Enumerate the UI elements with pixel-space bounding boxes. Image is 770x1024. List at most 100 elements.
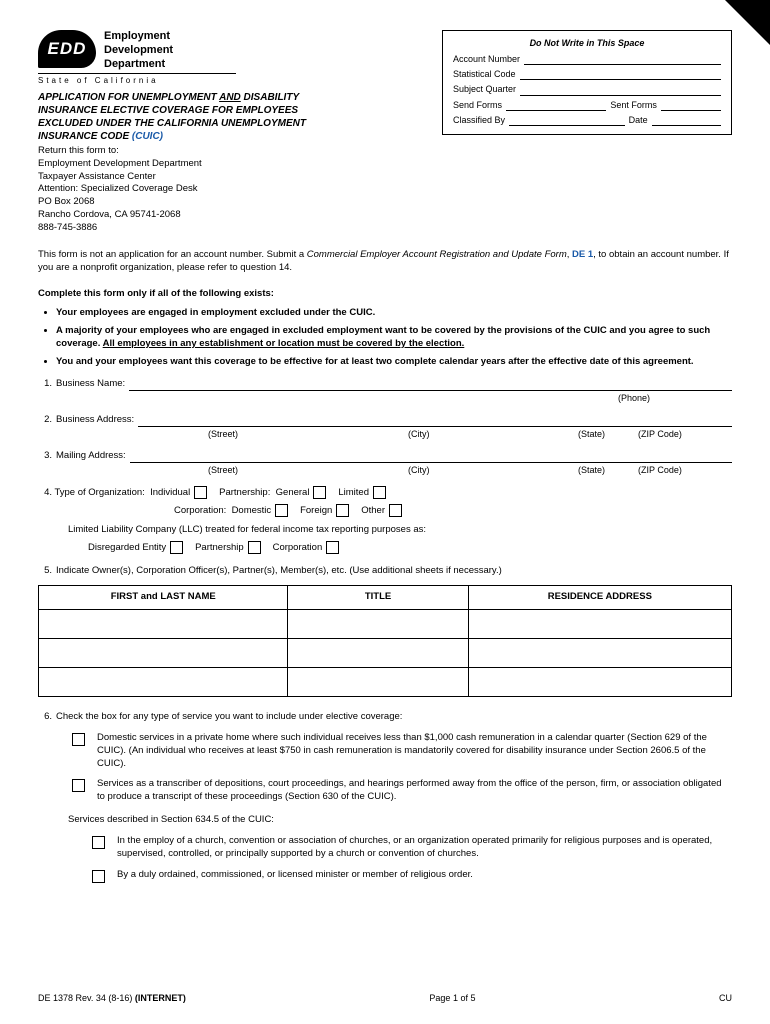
street-label2: (Street) xyxy=(208,464,408,476)
th-name: FIRST and LAST NAME xyxy=(39,586,288,610)
section-634-text: Services described in Section 634.5 of t… xyxy=(38,814,732,827)
q1-num: 1. xyxy=(38,378,52,391)
domestic-services-checkbox[interactable] xyxy=(72,733,85,746)
q4-label: Type of Organization: xyxy=(54,487,144,498)
zip-label2: (ZIP Code) xyxy=(638,464,682,476)
individual-checkbox[interactable] xyxy=(194,486,207,499)
form-title: APPLICATION FOR UNEMPLOYMENT AND DISABIL… xyxy=(38,91,338,143)
state-line: State of California xyxy=(38,73,236,87)
logo-line2: Development xyxy=(104,44,173,58)
admin-quarter-label: Subject Quarter xyxy=(453,83,516,95)
partnership-label: Partnership: xyxy=(219,487,270,498)
q2-label: Business Address: xyxy=(56,414,134,427)
state-label2: (State) xyxy=(578,464,638,476)
corporation-label: Corporation: xyxy=(174,505,226,516)
llc-text: Limited Liability Company (LLC) treated … xyxy=(38,524,732,537)
corner-fold xyxy=(725,0,770,45)
bullet-1: Your employees are engaged in employment… xyxy=(56,307,732,320)
mailing-address-input[interactable] xyxy=(130,451,732,463)
intro-para: This form is not an application for an a… xyxy=(38,249,732,275)
q2-num: 2. xyxy=(38,414,52,427)
other-checkbox[interactable] xyxy=(389,504,402,517)
q5-label: Indicate Owner(s), Corporation Officer(s… xyxy=(56,565,502,578)
admin-send2-field[interactable] xyxy=(661,100,721,111)
q3-label: Mailing Address: xyxy=(56,450,126,463)
admin-stat-field[interactable] xyxy=(520,69,721,80)
disregarded-checkbox[interactable] xyxy=(170,541,183,554)
th-address: RESIDENCE ADDRESS xyxy=(468,586,731,610)
partnership2-label: Partnership xyxy=(195,542,244,553)
zip-label: (ZIP Code) xyxy=(638,428,682,440)
q5-num: 5. xyxy=(38,565,52,578)
q3-num: 3. xyxy=(38,450,52,463)
name-cell[interactable] xyxy=(39,610,288,639)
foreign-checkbox[interactable] xyxy=(336,504,349,517)
return-address: Return this form to: Employment Developm… xyxy=(38,145,338,235)
title-cell[interactable] xyxy=(288,668,468,697)
q6-num: 6. xyxy=(38,711,52,724)
general-label: General xyxy=(276,487,310,498)
transcriber-checkbox[interactable] xyxy=(72,779,85,792)
admin-date-field[interactable] xyxy=(652,115,721,126)
criteria-list: Your employees are engaged in employment… xyxy=(42,307,732,368)
admin-send1-field[interactable] xyxy=(506,100,606,111)
city-label: (City) xyxy=(408,428,578,440)
q6-label: Check the box for any type of service yo… xyxy=(56,711,402,724)
name-cell[interactable] xyxy=(39,639,288,668)
admin-title: Do Not Write in This Space xyxy=(453,37,721,49)
other-label: Other xyxy=(361,505,385,516)
admin-send2-label: Sent Forms xyxy=(610,99,657,111)
general-checkbox[interactable] xyxy=(313,486,326,499)
individual-label: Individual xyxy=(150,487,190,498)
business-address-input[interactable] xyxy=(138,415,732,427)
address-cell[interactable] xyxy=(468,639,731,668)
address-cell[interactable] xyxy=(468,610,731,639)
domestic-label: Domestic xyxy=(232,505,272,516)
logo-line3: Department xyxy=(104,58,173,72)
logo-line1: Employment xyxy=(104,30,173,44)
admin-account-label: Account Number xyxy=(453,53,520,65)
church-checkbox[interactable] xyxy=(92,836,105,849)
state-label: (State) xyxy=(578,428,638,440)
bullet-2: A majority of your employees who are eng… xyxy=(56,325,732,351)
q1-label: Business Name: xyxy=(56,378,125,391)
domestic-services-text: Domestic services in a private home wher… xyxy=(97,732,732,770)
domestic-checkbox[interactable] xyxy=(275,504,288,517)
edd-logo: EDD Employment Development Department xyxy=(38,30,338,71)
street-label: (Street) xyxy=(208,428,408,440)
phone-label: (Phone) xyxy=(618,392,650,404)
church-text: In the employ of a church, convention or… xyxy=(117,835,732,861)
owners-table: FIRST and LAST NAMETITLERESIDENCE ADDRES… xyxy=(38,585,732,697)
table-row xyxy=(39,639,732,668)
minister-checkbox[interactable] xyxy=(92,870,105,883)
q4-num: 4. xyxy=(38,487,52,500)
bullet-3: You and your employees want this coverag… xyxy=(56,356,732,369)
table-row xyxy=(39,668,732,697)
page-footer: DE 1378 Rev. 34 (8-16) (INTERNET) Page 1… xyxy=(38,992,732,1004)
city-label2: (City) xyxy=(408,464,578,476)
title-cell[interactable] xyxy=(288,610,468,639)
limited-checkbox[interactable] xyxy=(373,486,386,499)
table-row xyxy=(39,610,732,639)
admin-stat-label: Statistical Code xyxy=(453,68,516,80)
name-cell[interactable] xyxy=(39,668,288,697)
partnership2-checkbox[interactable] xyxy=(248,541,261,554)
admin-date-label: Date xyxy=(629,114,648,126)
minister-text: By a duly ordained, commissioned, or lic… xyxy=(117,869,473,883)
transcriber-text: Services as a transcriber of depositions… xyxy=(97,778,732,804)
corporation2-checkbox[interactable] xyxy=(326,541,339,554)
address-cell[interactable] xyxy=(468,668,731,697)
admin-account-field[interactable] xyxy=(524,54,721,65)
title-cell[interactable] xyxy=(288,639,468,668)
admin-send1-label: Send Forms xyxy=(453,99,502,111)
limited-label: Limited xyxy=(338,487,369,498)
business-name-input[interactable] xyxy=(129,379,732,391)
foreign-label: Foreign xyxy=(300,505,332,516)
admin-box: Do Not Write in This Space Account Numbe… xyxy=(442,30,732,135)
admin-class-label: Classified By xyxy=(453,114,505,126)
complete-heading: Complete this form only if all of the fo… xyxy=(38,288,732,301)
logo-mark: EDD xyxy=(38,30,96,68)
admin-quarter-field[interactable] xyxy=(520,85,721,96)
corporation2-label: Corporation xyxy=(273,542,323,553)
admin-class-field[interactable] xyxy=(509,115,625,126)
